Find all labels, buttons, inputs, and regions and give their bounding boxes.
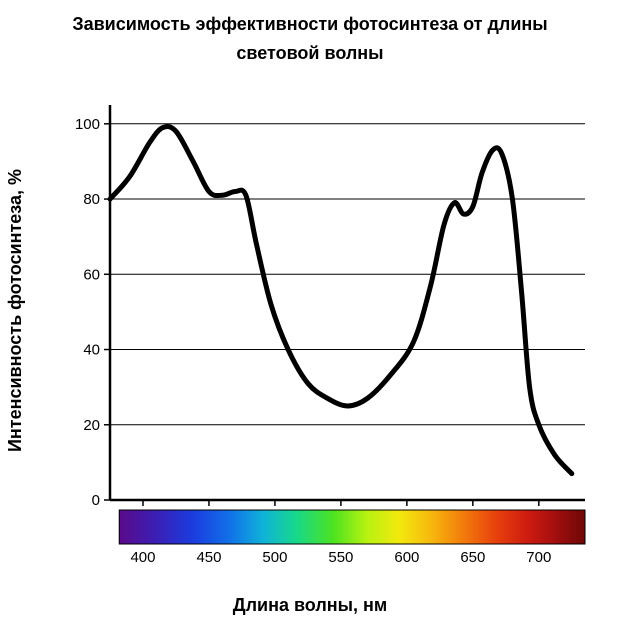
chart-title: Зависимость эффективности фотосинтеза от… [0, 0, 620, 68]
page-root: Зависимость эффективности фотосинтеза от… [0, 0, 620, 626]
svg-text:450: 450 [196, 549, 221, 566]
svg-text:650: 650 [460, 549, 485, 566]
svg-text:700: 700 [526, 549, 551, 566]
svg-text:40: 40 [83, 342, 100, 359]
chart-area: 0 20 40 60 80 100 400 450 500 550 600 650 700 [70, 100, 590, 570]
y-axis-label-container: Интенсивность фотосинтеза, % [6, 100, 26, 520]
title-line-1: Зависимость эффективности фотосинтеза от… [72, 14, 547, 34]
svg-text:80: 80 [83, 191, 100, 208]
chart-svg: 0 20 40 60 80 100 400 450 500 550 600 650 700 [70, 100, 590, 570]
svg-text:20: 20 [83, 417, 100, 434]
svg-text:100: 100 [75, 116, 100, 133]
svg-text:600: 600 [394, 549, 419, 566]
y-axis-label: Интенсивность фотосинтеза, % [6, 168, 27, 451]
title-line-2: световой волны [236, 43, 383, 63]
svg-text:550: 550 [328, 549, 353, 566]
x-axis-label: Длина волны, нм [0, 595, 620, 616]
svg-text:400: 400 [130, 549, 155, 566]
svg-text:500: 500 [262, 549, 287, 566]
svg-text:60: 60 [83, 266, 100, 283]
svg-text:0: 0 [92, 492, 100, 509]
